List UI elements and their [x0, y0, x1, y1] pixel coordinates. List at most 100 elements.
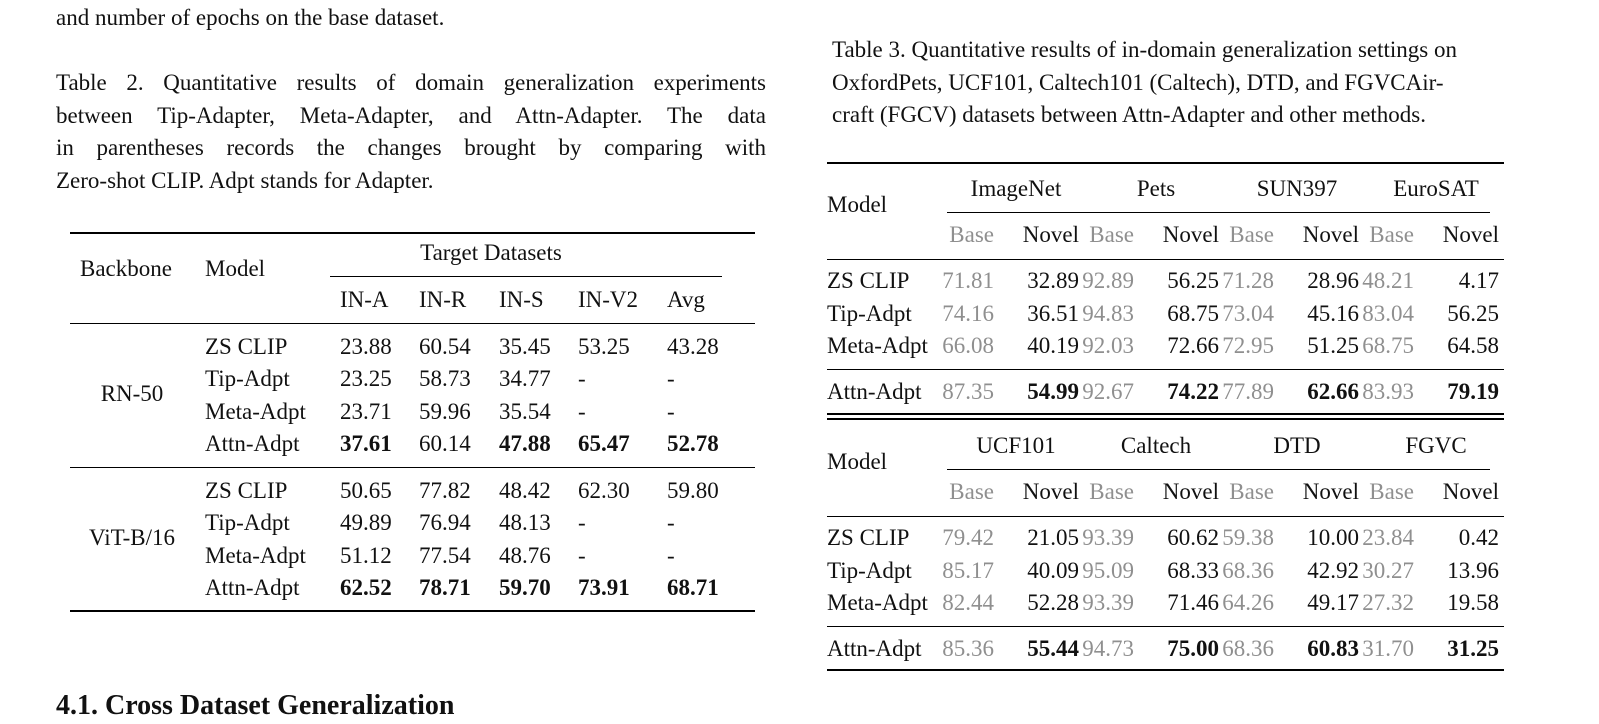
- table-cell: 75.00: [1167, 636, 1219, 661]
- row-label-model: Meta-Adpt: [827, 590, 928, 616]
- table-group-rule: [947, 469, 1490, 470]
- subheader-base: Base: [1229, 479, 1274, 504]
- table-cell: 65.47: [578, 430, 630, 456]
- table-cell: 93.39: [1082, 590, 1134, 616]
- row-label-model: ZS CLIP: [827, 525, 910, 550]
- column-header-model: Model: [827, 192, 888, 217]
- subheader-base: Base: [1369, 479, 1414, 504]
- table-cell: -: [667, 510, 675, 536]
- subheader-base: Base: [1369, 222, 1414, 247]
- table-cell: 71.81: [942, 268, 994, 293]
- table3-caption-line: craft (FGCV) datasets between Attn-Adapt…: [832, 102, 1426, 127]
- table-cell: 59.96: [419, 398, 471, 424]
- table-cell: 23.84: [1362, 525, 1414, 550]
- table-cell: 68.75: [1362, 333, 1414, 359]
- row-label-model: Tip-Adpt: [827, 557, 912, 583]
- dataset-header: Caltech: [1120, 433, 1192, 458]
- row-label-model: Tip-Adpt: [827, 300, 912, 326]
- table-cell: 35.45: [499, 334, 551, 359]
- table-cell: 64.26: [1222, 590, 1274, 616]
- subheader-novel: Novel: [1302, 222, 1359, 247]
- table2-caption-line: between Tip-Adapter, Meta-Adapter, and A…: [56, 102, 766, 128]
- table-cell: 66.08: [942, 333, 994, 359]
- table-cell: 40.19: [1027, 333, 1079, 359]
- row-label-model: Meta-Adpt: [827, 333, 928, 359]
- table-cell: 77.89: [1222, 379, 1274, 404]
- table-cell: 51.12: [340, 542, 392, 568]
- dataset-header: SUN397: [1256, 176, 1338, 201]
- column-header: IN-A: [340, 287, 389, 312]
- subheader-novel: Novel: [1162, 222, 1219, 247]
- table-cell: 34.77: [499, 366, 551, 392]
- table-cell: 42.92: [1307, 557, 1359, 583]
- table2-caption-line: Zero-shot CLIP. Adpt stands for Adapter.: [56, 167, 434, 193]
- subheader-base: Base: [1229, 222, 1274, 247]
- table-cell: 27.32: [1362, 590, 1414, 616]
- section-heading: 4.1. Cross Dataset Generalization: [56, 690, 455, 721]
- subheader-novel: Novel: [1022, 222, 1079, 247]
- table-header-rule: [70, 323, 755, 324]
- table-cell: 60.83: [1307, 636, 1359, 661]
- table-cell: 23.71: [340, 398, 392, 424]
- table-cell: 31.70: [1362, 636, 1414, 661]
- subheader-novel: Novel: [1162, 479, 1219, 504]
- table-cell: 92.03: [1082, 333, 1134, 359]
- table-cell: 68.36: [1222, 557, 1274, 583]
- column-header-model: Model: [205, 256, 266, 281]
- table-cell: 52.28: [1027, 590, 1079, 616]
- table-cell: 76.94: [419, 510, 471, 536]
- table-cell: -: [667, 366, 675, 392]
- table-cell: 95.09: [1082, 557, 1134, 583]
- row-label-model: Attn-Adpt: [205, 574, 300, 600]
- table3-caption-line: OxfordPets, UCF101, Caltech101 (Caltech)…: [832, 69, 1444, 95]
- subheader-novel: Novel: [1442, 479, 1499, 504]
- table-cell: 64.58: [1447, 333, 1499, 359]
- table-cell: 48.76: [499, 542, 551, 568]
- table-cell: 60.62: [1167, 525, 1219, 550]
- subheader-base: Base: [949, 479, 994, 504]
- table-cell: 79.19: [1447, 379, 1499, 404]
- table-cell: 43.28: [667, 334, 719, 359]
- table-cell: -: [578, 366, 586, 392]
- table-cell: 68.36: [1222, 636, 1274, 661]
- table-cell: 19.58: [1447, 590, 1499, 616]
- table-cell: 94.83: [1082, 300, 1134, 326]
- table-cell: 35.54: [499, 398, 551, 424]
- table-top-rule: [827, 162, 1504, 164]
- table-cell: 23.25: [340, 366, 392, 392]
- table-cell: 0.42: [1458, 525, 1499, 550]
- row-label-model: ZS CLIP: [205, 478, 288, 503]
- table-cell: 51.25: [1307, 333, 1359, 359]
- table-cell: 72.95: [1222, 333, 1274, 359]
- subheader-base: Base: [1089, 479, 1134, 504]
- table-bottom-rule: [827, 669, 1504, 671]
- table-cell: 83.93: [1362, 379, 1414, 404]
- table-double-rule: [827, 413, 1504, 415]
- row-label-model: Attn-Adpt: [205, 430, 300, 456]
- table-cell: 56.25: [1447, 300, 1499, 326]
- table-cell: 73.91: [578, 574, 630, 600]
- subheader-base: Base: [949, 222, 994, 247]
- table-cell: 59.80: [667, 478, 719, 503]
- table-cell: -: [667, 542, 675, 568]
- table-cell: 94.73: [1082, 636, 1134, 661]
- row-label-model: Attn-Adpt: [827, 636, 922, 661]
- subheader-base: Base: [1089, 222, 1134, 247]
- row-label-model: Attn-Adpt: [827, 379, 922, 404]
- table2-caption: Table 2. Quantitative results of domain …: [56, 67, 766, 197]
- column-header: IN-S: [499, 287, 544, 312]
- table-cell: 59.70: [499, 574, 551, 600]
- row-group-label: ViT-B/16: [89, 525, 175, 550]
- table-cell: 49.17: [1307, 590, 1359, 616]
- table2-caption-line: in parentheses records the changes broug…: [56, 135, 766, 160]
- table-cell: 68.75: [1167, 300, 1219, 326]
- table-cell: 30.27: [1362, 557, 1414, 583]
- table-cell: 60.54: [419, 334, 471, 359]
- table-cell: 85.36: [942, 636, 994, 661]
- subheader-novel: Novel: [1442, 222, 1499, 247]
- column-header: Avg: [667, 287, 705, 312]
- table-cell: 60.14: [419, 430, 471, 456]
- table-cell: 85.17: [942, 557, 994, 583]
- table-cell: 13.96: [1447, 557, 1499, 583]
- table-section-rule: [827, 369, 1504, 370]
